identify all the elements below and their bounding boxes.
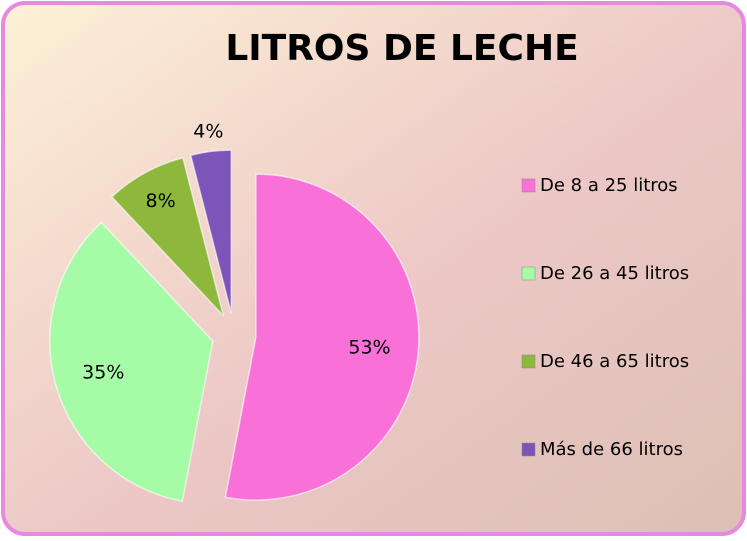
- legend-label: De 26 a 45 litros: [540, 263, 689, 284]
- pie-slice: [110, 156, 225, 317]
- pie-slice: [189, 149, 232, 314]
- chart-title: LITROS DE LECHE: [225, 28, 578, 69]
- pie-slice: [224, 173, 420, 501]
- legend-swatch: [521, 178, 536, 193]
- data-label: 53%: [348, 336, 390, 358]
- legend-swatch: [521, 266, 536, 281]
- legend-label: De 46 a 65 litros: [540, 351, 689, 372]
- data-label: 35%: [82, 361, 124, 383]
- pie-slice: [49, 221, 214, 503]
- legend-label: Más de 66 litros: [540, 439, 683, 460]
- legend-label: De 8 a 25 litros: [540, 175, 678, 196]
- legend-swatch: [521, 354, 536, 369]
- data-label: 8%: [146, 190, 176, 212]
- data-label: 4%: [193, 121, 223, 143]
- legend-swatch: [521, 442, 536, 457]
